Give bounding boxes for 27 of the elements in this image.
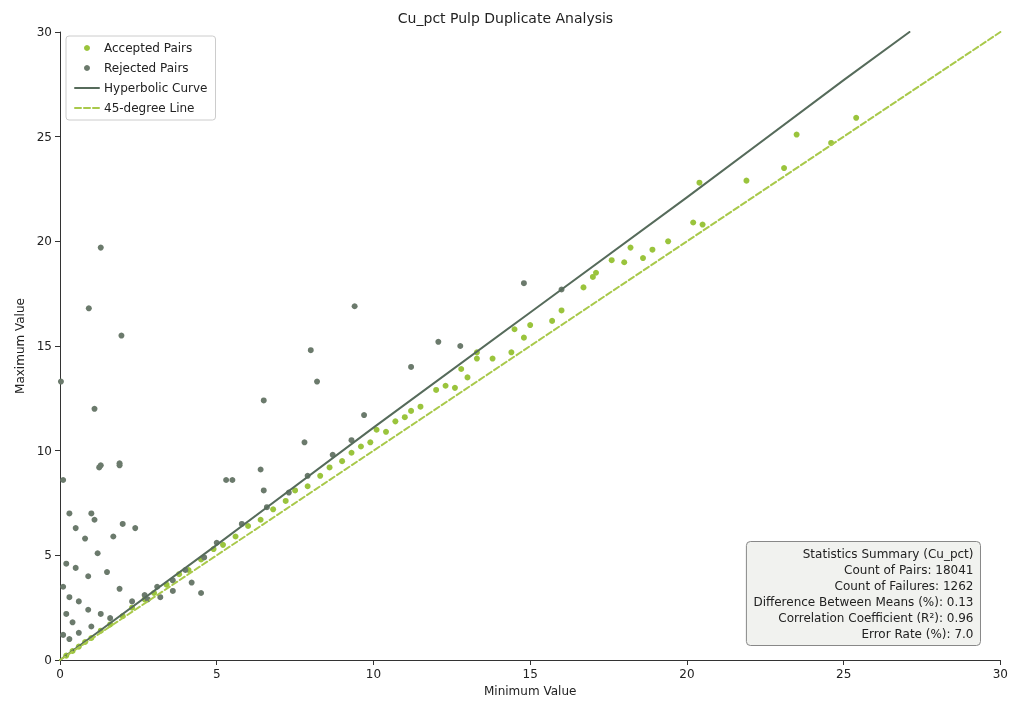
y-tick-label: 10: [36, 443, 52, 458]
annotation: Error Rate (%): 7.0: [861, 626, 974, 641]
y-tick-label: 15: [36, 339, 52, 353]
chart-title: Cu_pct Pulp Duplicate Analysis: [397, 10, 614, 26]
x-axis-title: Minimum Value: [483, 683, 577, 698]
y-axis-title: Maximum Value: [12, 298, 27, 394]
y-tick-label: 5: [44, 548, 52, 563]
legend-label: Accepted Pairs: [104, 41, 193, 55]
legend-label: 45-degree Line: [104, 101, 195, 115]
y-tick-label: 20: [36, 234, 52, 249]
x-tick-label: 10: [365, 667, 382, 681]
x-tick-label: 20: [679, 667, 695, 681]
x-tick-label: 30: [992, 667, 1009, 681]
y-tick-label: 25: [36, 129, 52, 144]
y-tick-label: 0: [44, 653, 52, 667]
legend-label: Hyperbolic Curve: [104, 81, 208, 95]
annotation: Count of Failures: 1262: [834, 578, 974, 593]
x-tick-label: 5: [212, 667, 221, 681]
annotation: Statistics Summary (Cu_pct): [802, 546, 974, 561]
annotation: Count of Pairs: 18041: [844, 562, 974, 577]
legend-label: Rejected Pairs: [104, 61, 189, 75]
x-tick-label: 0: [56, 667, 64, 681]
annotation: Correlation Coefficient (R²): 0.96: [778, 610, 974, 625]
x-tick-label: 25: [836, 667, 852, 681]
annotation: Difference Between Means (%): 0.13: [753, 594, 974, 609]
y-tick-label: 30: [36, 25, 52, 39]
x-tick-label: 15: [522, 667, 538, 681]
